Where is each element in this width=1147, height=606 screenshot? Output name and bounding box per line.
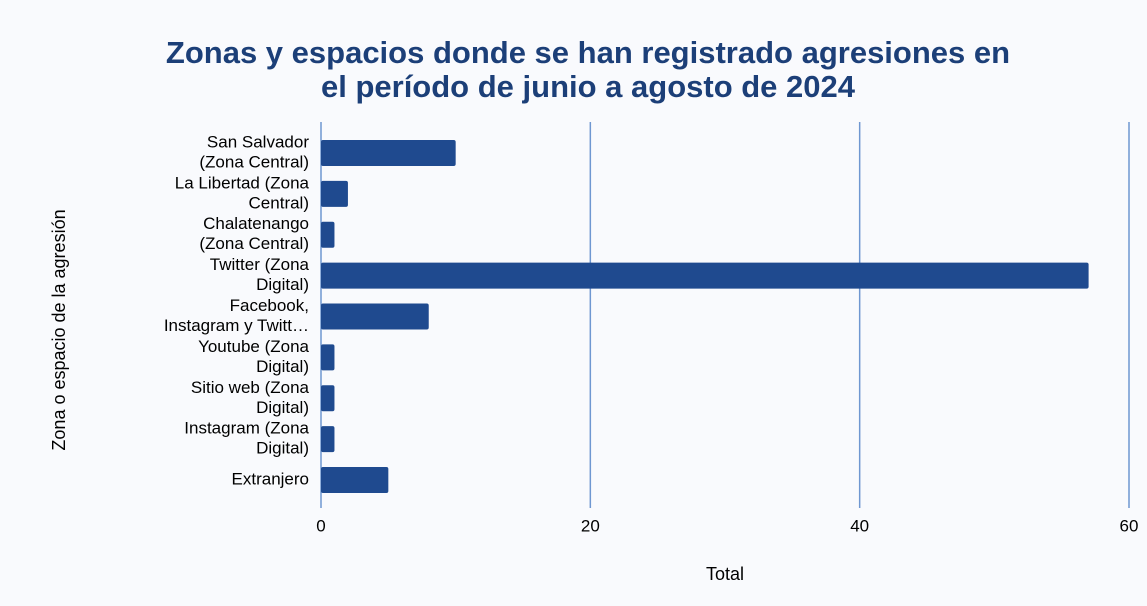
y-tick-label: Facebook, bbox=[230, 296, 309, 315]
bar bbox=[321, 426, 335, 453]
bar bbox=[321, 385, 335, 412]
y-tick-label: Digital) bbox=[256, 275, 309, 294]
bar bbox=[321, 262, 1089, 289]
y-tick-label: (Zona Central) bbox=[199, 152, 309, 171]
bar bbox=[321, 221, 335, 248]
y-tick-label: Sitio web (Zona bbox=[191, 378, 310, 397]
y-tick-label: (Zona Central) bbox=[199, 234, 309, 253]
bar bbox=[321, 467, 389, 494]
x-tick-label: 40 bbox=[850, 516, 869, 535]
chart-title: el período de junio a agosto de 2024 bbox=[321, 69, 856, 104]
x-tick-label: 0 bbox=[316, 516, 325, 535]
y-tick-label: Instagram (Zona bbox=[184, 419, 309, 438]
y-tick-label: Instagram y Twitt… bbox=[164, 316, 309, 335]
bar bbox=[321, 303, 429, 330]
y-tick-label: Central) bbox=[249, 193, 309, 212]
y-axis-title: Zona o espacio de la agresión bbox=[49, 209, 69, 450]
bar bbox=[321, 344, 335, 371]
y-tick-label: Extranjero bbox=[232, 470, 309, 489]
y-tick-label: Digital) bbox=[256, 439, 309, 458]
chart-title: Zonas y espacios donde se han registrado… bbox=[166, 35, 1010, 70]
y-tick-label: La Libertad (Zona bbox=[175, 173, 310, 192]
x-tick-label: 20 bbox=[581, 516, 600, 535]
y-tick-label: Digital) bbox=[256, 357, 309, 376]
y-tick-label: San Salvador bbox=[207, 132, 309, 151]
y-tick-label: Youtube (Zona bbox=[198, 337, 309, 356]
y-tick-label: Digital) bbox=[256, 398, 309, 417]
y-tick-label: Twitter (Zona bbox=[210, 255, 310, 274]
x-tick-label: 60 bbox=[1120, 516, 1139, 535]
y-tick-label: Chalatenango bbox=[203, 214, 309, 233]
x-axis-title: Total bbox=[706, 564, 744, 584]
bar bbox=[321, 139, 456, 166]
bar bbox=[321, 180, 348, 207]
